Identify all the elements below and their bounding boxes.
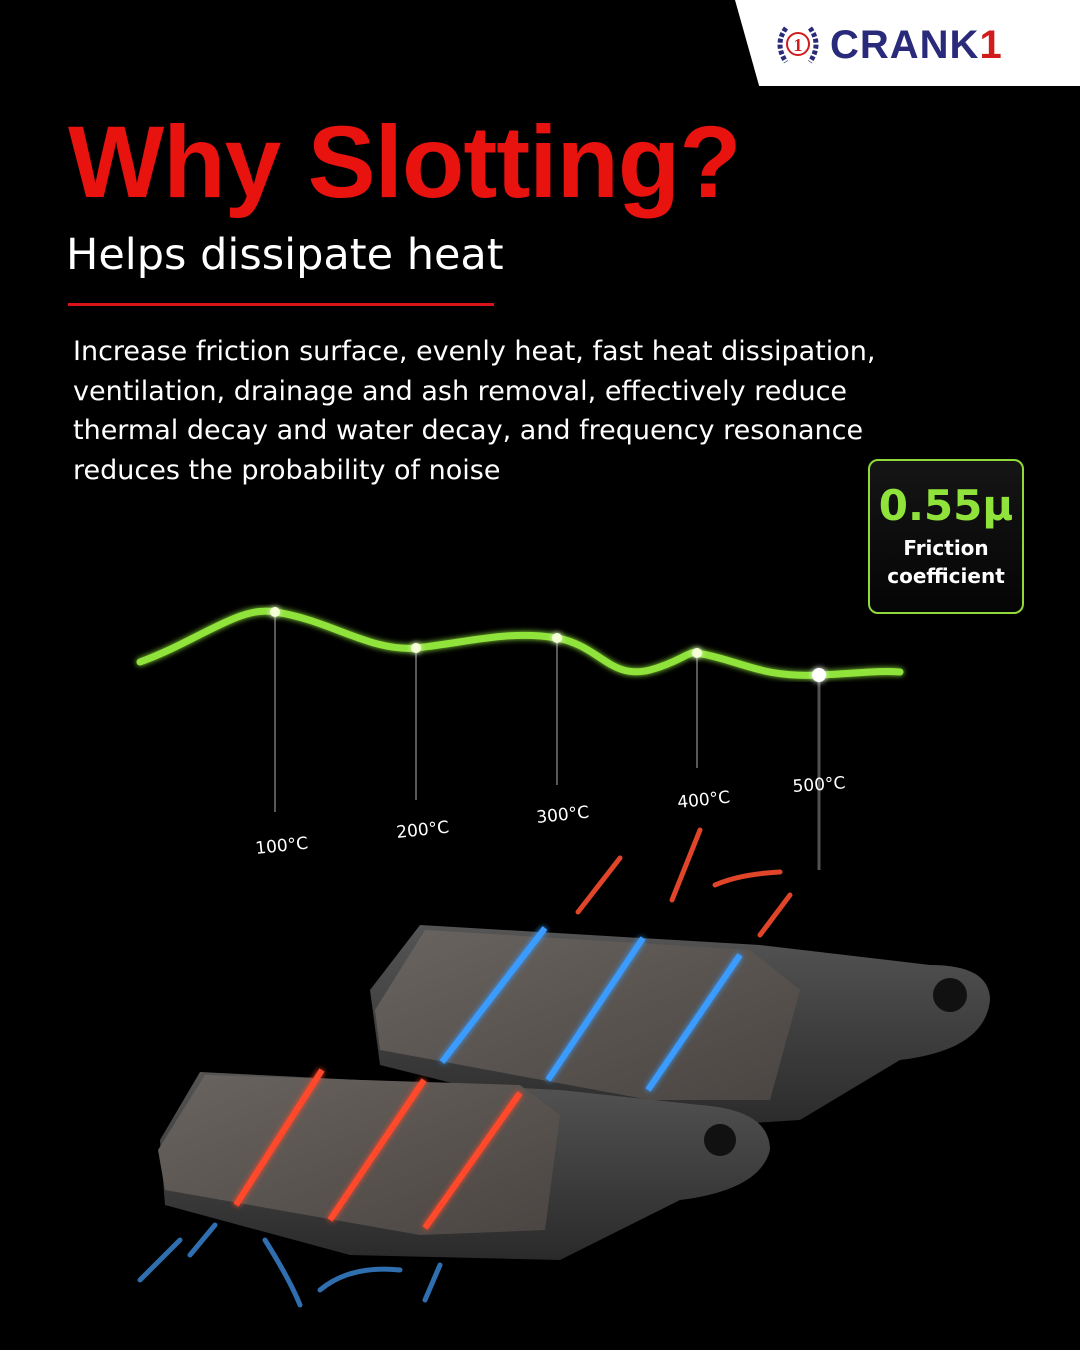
hot-slot [422,1091,523,1230]
subtitle: Helps dissipate heat [66,230,504,280]
data-point [692,648,702,658]
friction-label: Friction coefficient [887,536,1005,588]
data-point [270,607,280,617]
cool-slot [645,953,743,1092]
brake-pad-front [158,1068,770,1260]
tick-label: 100°C [254,834,309,859]
laurel-emblem-icon: 1 [777,26,819,64]
cool-air-arrows-icon [137,1222,443,1308]
brake-pad-back [370,925,990,1130]
brand-wordmark: CRANK1 [830,22,1003,67]
data-point [411,643,421,653]
tick-label: 400°C [676,788,731,813]
data-point [552,633,562,643]
friction-curve: 100°C 200°C 300°C 400°C 500°C [136,607,904,870]
description: Increase friction surface, evenly heat, … [73,336,876,486]
hot-slot [233,1068,325,1207]
tick-label: 500°C [792,773,846,797]
svg-text:1: 1 [794,35,803,55]
hot-air-arrows-icon [575,827,793,938]
tick-label: 200°C [395,818,450,843]
tick-label: 300°C [535,803,590,828]
cool-slot [545,936,646,1082]
friction-badge: 0.55μ Friction coefficient [868,459,1024,614]
divider [68,303,494,306]
data-point [812,668,826,682]
friction-value: 0.55μ [878,481,1014,530]
page-title: Why Slotting? [68,105,742,219]
cool-slot [439,926,548,1064]
hot-slot [327,1078,427,1222]
brand-logo: 1 CRANK1 [772,22,1003,68]
